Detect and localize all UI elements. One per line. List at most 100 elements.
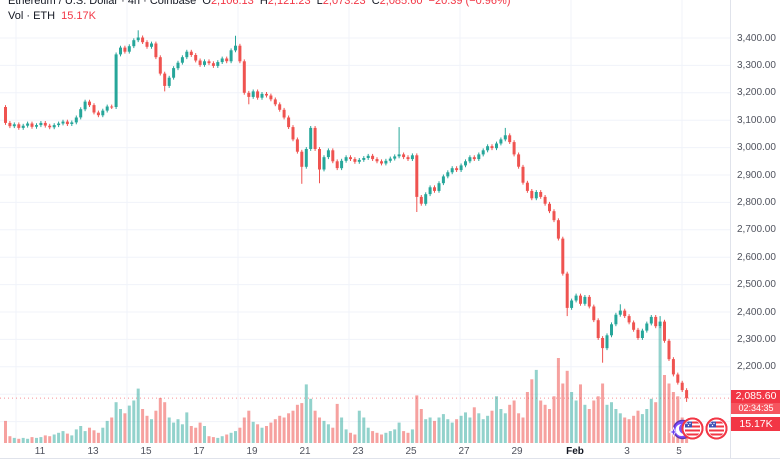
candle-body — [627, 316, 631, 323]
time-tick-label: 5 — [676, 446, 682, 457]
candle-body — [340, 160, 344, 169]
candle-body — [415, 155, 419, 197]
volume-bar — [185, 412, 189, 443]
price-tick-label: 3,100.00 — [737, 114, 776, 126]
candle-body — [579, 295, 582, 304]
volume-bar — [127, 405, 131, 443]
candle-body — [614, 314, 618, 325]
volume-bar — [322, 420, 326, 443]
volume-bar — [539, 400, 543, 443]
volume-bar — [8, 436, 12, 443]
event-icon-us-flag[interactable] — [705, 417, 728, 445]
candle-body — [410, 155, 414, 160]
time-tick-label: Feb — [566, 446, 584, 457]
candle-body — [225, 58, 229, 62]
volume-bar — [304, 384, 308, 443]
time-axis[interactable]: 11 13 15 17 19 21 23 25 27 29 Feb 3 5 — [0, 443, 730, 458]
candle-body — [198, 60, 202, 65]
volume-bar — [349, 432, 352, 443]
candle-body — [424, 194, 428, 204]
volume-bar — [114, 402, 118, 443]
volume-bar — [344, 429, 348, 443]
candle-body — [592, 306, 596, 321]
candle-body — [132, 40, 136, 47]
volume-bar — [450, 422, 454, 443]
volume-bar — [163, 402, 167, 443]
candle-body — [658, 321, 662, 327]
volume-bar — [596, 396, 600, 443]
price-axis[interactable]: 3,400.00 3,300.00 3,200.00 3,100.00 3,000.00… — [730, 0, 780, 458]
volume-bar — [331, 427, 335, 443]
candle-body — [52, 125, 56, 128]
volume-bar — [313, 410, 317, 443]
volume-bar — [667, 383, 671, 443]
volume-bar — [464, 412, 467, 443]
volume-bar — [154, 410, 158, 443]
candle-body — [26, 123, 30, 126]
volume-bar — [534, 369, 538, 443]
volume-bar — [21, 437, 25, 443]
candle-body — [441, 176, 445, 184]
candle-body — [472, 157, 476, 160]
volume-bar — [601, 383, 605, 443]
volume-bar — [189, 426, 193, 443]
volume-bar — [636, 410, 640, 443]
candle-body — [96, 112, 100, 116]
candle-body — [362, 158, 366, 160]
volume-bar — [300, 403, 304, 443]
volume-bar — [273, 419, 277, 443]
candle-body — [185, 51, 189, 58]
volume-bar — [490, 410, 494, 443]
price-tick-label: 3,200.00 — [737, 87, 776, 99]
price-tick-label: 2,300.00 — [737, 333, 776, 345]
candle-body — [490, 146, 494, 149]
volume-bar — [570, 392, 574, 443]
candle-body — [207, 61, 211, 64]
candle-body — [556, 220, 560, 239]
volume-bar — [640, 414, 644, 443]
last-price-value: 2,085.60 — [731, 390, 780, 403]
candle-body — [561, 238, 565, 274]
candle-body — [534, 192, 538, 199]
candle-body — [525, 182, 529, 191]
volume-bar — [459, 415, 463, 443]
candle-body — [495, 143, 498, 149]
volume-bar — [433, 420, 436, 443]
bar-countdown-timer: 02:34:35 — [731, 403, 780, 414]
candle-body — [265, 93, 268, 96]
candle-body — [172, 68, 176, 78]
volume-bar — [380, 434, 383, 443]
candlestick-chart-canvas[interactable] — [0, 0, 730, 443]
candle-body — [92, 105, 96, 113]
volume-bar — [393, 429, 397, 443]
candle-body — [517, 154, 521, 167]
time-tick-label: 11 — [34, 446, 46, 457]
candle-body — [654, 316, 658, 327]
volume-bar — [150, 419, 153, 443]
volume-bar — [4, 420, 7, 443]
volume-bar — [141, 409, 145, 443]
volume-bar — [119, 409, 122, 443]
candle-body — [282, 109, 286, 118]
candle-body — [632, 322, 636, 330]
candle-body — [189, 51, 193, 55]
candle-body — [256, 91, 260, 98]
candle-body — [486, 146, 490, 151]
candle-body — [671, 359, 675, 375]
candle-body — [313, 127, 317, 149]
candle-body — [12, 124, 16, 127]
candle-body — [636, 329, 640, 338]
volume-bar — [52, 434, 56, 443]
volume-bar — [561, 383, 565, 443]
candle-body — [326, 150, 330, 158]
event-icon-us-flag[interactable] — [681, 417, 704, 445]
candle-body — [459, 165, 463, 171]
candle-body — [79, 109, 83, 118]
candle-body — [353, 159, 357, 162]
price-pane[interactable]: Ethereum / U.S. Dollar · 4h · Coinbase O… — [0, 0, 730, 443]
volume-bar — [309, 398, 313, 443]
candle-body — [167, 77, 171, 86]
volume-bar — [472, 407, 476, 443]
volume-bar — [375, 432, 379, 443]
